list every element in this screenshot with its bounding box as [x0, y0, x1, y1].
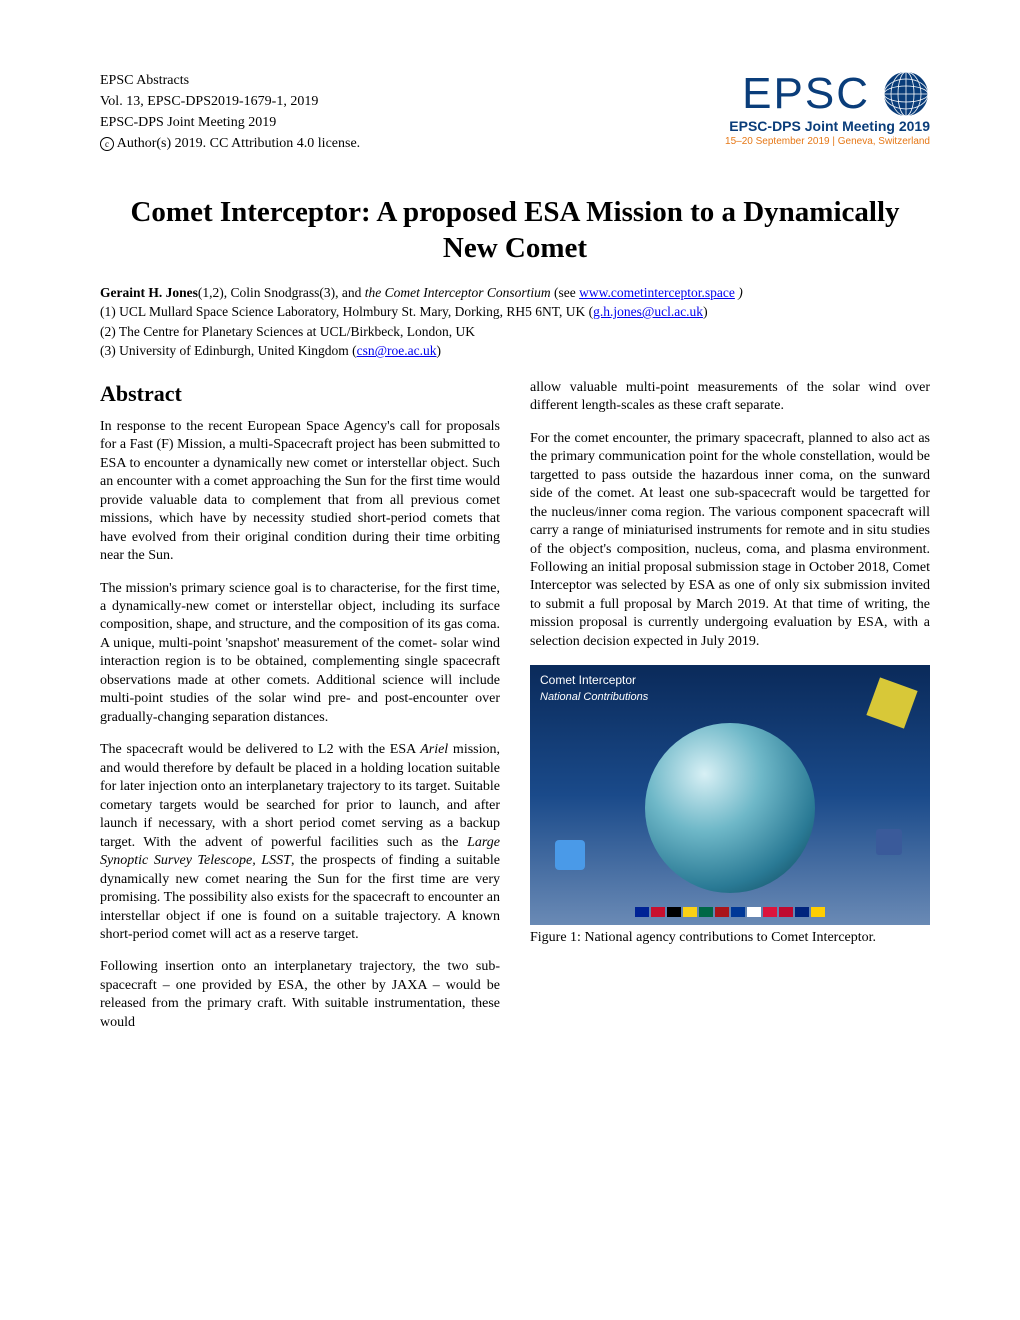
abstracts-line: EPSC Abstracts [100, 70, 360, 91]
flag-icon [635, 907, 649, 917]
figure-1: Comet Interceptor National Contributions… [530, 665, 930, 947]
sat-blue-2 [876, 829, 902, 855]
figure-overlay-title: Comet Interceptor National Contributions [540, 673, 648, 704]
logo-dates-line: 15–20 September 2019 | Geneva, Switzerla… [725, 136, 930, 147]
flag-icon [811, 907, 825, 917]
license-line: c Author(s) 2019. CC Attribution 4.0 lic… [100, 133, 360, 154]
flags-row [635, 907, 825, 917]
affil-2: (2) The Centre for Planetary Sciences at… [100, 324, 475, 339]
copyright-icon: c [100, 137, 114, 151]
sat-yellow [866, 678, 917, 729]
right-p2: For the comet encounter, the primary spa… [530, 430, 930, 652]
flag-icon [715, 907, 729, 917]
flag-icon [763, 907, 777, 917]
abstract-p1: In response to the recent European Space… [100, 418, 500, 566]
abstract-p2: The mission's primary science goal is to… [100, 580, 500, 728]
figure-1-image: Comet Interceptor National Contributions [530, 665, 930, 925]
lead-author: Geraint H. Jones [100, 285, 198, 300]
flag-icon [731, 907, 745, 917]
sat-blue-1 [555, 840, 585, 870]
spacecraft-sphere [645, 723, 815, 893]
header-logo-block: EPSC EPSC-DPS Joint Meeting 2019 15–20 S… [725, 70, 930, 147]
flag-icon [779, 907, 793, 917]
flag-icon [651, 907, 665, 917]
consortium-link[interactable]: www.cometinterceptor.space [579, 285, 735, 300]
globe-icon [882, 70, 930, 118]
figure-1-caption: Figure 1: National agency contributions … [530, 929, 930, 947]
abstract-p4: Following insertion onto an interplaneta… [100, 958, 500, 1032]
flag-icon [667, 907, 681, 917]
email-link-1[interactable]: g.h.jones@ucl.ac.uk [593, 304, 703, 319]
volume-line: Vol. 13, EPSC-DPS2019-1679-1, 2019 [100, 91, 360, 112]
abstract-heading: Abstract [100, 379, 500, 408]
flag-icon [683, 907, 697, 917]
flag-icon [699, 907, 713, 917]
logo-meeting-line: EPSC-DPS Joint Meeting 2019 [725, 118, 930, 134]
abstract-p3: The spacecraft would be delivered to L2 … [100, 741, 500, 944]
authors-block: Geraint H. Jones(1,2), Colin Snodgrass(3… [100, 283, 930, 361]
paper-title: Comet Interceptor: A proposed ESA Missio… [100, 194, 930, 267]
column-left: Abstract In response to the recent Europ… [100, 379, 500, 1047]
epsc-logo-text: EPSC [742, 72, 870, 116]
header-citation: EPSC Abstracts Vol. 13, EPSC-DPS2019-167… [100, 70, 360, 154]
right-p1: allow valuable multi-point measurements … [530, 379, 930, 416]
header: EPSC Abstracts Vol. 13, EPSC-DPS2019-167… [100, 70, 930, 154]
flag-icon [747, 907, 761, 917]
column-right: allow valuable multi-point measurements … [530, 379, 930, 1047]
flag-icon [795, 907, 809, 917]
meeting-line: EPSC-DPS Joint Meeting 2019 [100, 112, 360, 133]
email-link-3[interactable]: csn@roe.ac.uk [357, 343, 437, 358]
